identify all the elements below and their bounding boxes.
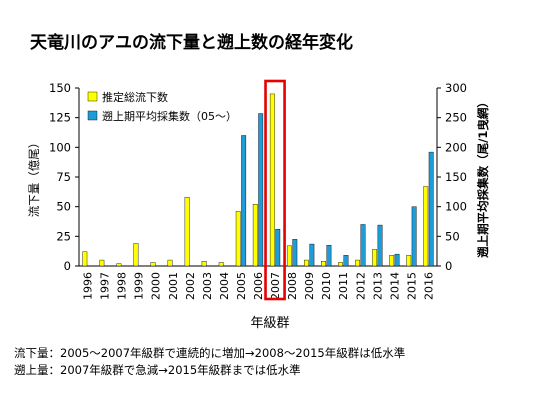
catch-bar [360, 224, 366, 267]
catch-bar [343, 255, 349, 267]
right-tick-label: 50 [445, 229, 460, 243]
flow-bar [133, 243, 139, 267]
left-axis-title: 流下量（億尾） [27, 137, 41, 218]
flow-bar [321, 261, 326, 267]
x-tick-label: 2005 [235, 272, 248, 300]
catch-bar [309, 243, 315, 267]
x-tick-label: 2011 [337, 272, 350, 300]
flow-bar [286, 245, 292, 267]
flow-bar [355, 259, 360, 267]
left-tick-label: 25 [56, 229, 71, 243]
left-tick-label: 75 [56, 170, 71, 184]
flow-bar [82, 251, 88, 267]
flow-bar [406, 255, 412, 267]
x-tick-label: 2009 [303, 272, 316, 300]
x-tick-label: 2014 [388, 272, 401, 300]
x-tick-label: 2001 [167, 272, 180, 300]
x-tick-label: 2016 [422, 272, 435, 300]
left-tick-label: 150 [49, 81, 71, 95]
right-tick-label: 100 [445, 200, 467, 214]
catch-bar [428, 151, 434, 267]
x-tick-label: 2013 [371, 272, 384, 300]
right-axis-title: 遡上期平均採集数（尾/1曳網） [476, 96, 490, 258]
x-tick-label: 2007 [269, 272, 282, 300]
legend-swatch-catch [87, 110, 98, 121]
highlight-box [264, 79, 286, 301]
legend-swatch-flow [87, 91, 98, 102]
slide-title: 天竜川のアユの流下量と遡上数の経年変化 [30, 33, 353, 53]
x-tick-label: 2008 [286, 272, 299, 300]
flow-bar [235, 211, 241, 267]
left-tick-label: 0 [64, 259, 71, 273]
catch-bar [275, 229, 281, 267]
left-tick-label: 50 [56, 200, 71, 214]
flow-bar [372, 249, 378, 267]
x-tick-label: 2006 [252, 272, 265, 300]
catch-bar [258, 113, 264, 267]
catch-bar [377, 224, 383, 267]
x-tick-label: 1996 [82, 272, 95, 300]
catch-bar [394, 253, 400, 267]
flow-bar [201, 261, 207, 267]
x-tick-label: 2002 [184, 272, 197, 300]
flow-bar [150, 262, 156, 267]
right-tick-label: 250 [445, 111, 467, 125]
x-tick-label: 1997 [99, 272, 112, 300]
flow-bar [99, 259, 105, 267]
legend-label-catch: 遡上期平均採集数（05〜） [102, 109, 237, 123]
flow-bar [389, 255, 395, 267]
catch-bar [241, 135, 247, 267]
left-tick-label: 125 [49, 111, 71, 125]
flow-bar [252, 204, 258, 267]
flow-bar [269, 93, 275, 267]
x-tick-label: 2000 [150, 272, 163, 300]
flow-bar [304, 259, 309, 267]
x-tick-label: 2004 [218, 272, 231, 300]
note-catch: 遡上量：2007年級群で急減→2015年級群までは低水準 [14, 363, 301, 377]
flow-bar [218, 262, 224, 267]
x-axis-title: 年級群 [250, 316, 289, 331]
right-tick-label: 300 [445, 81, 467, 95]
flow-bar [338, 262, 343, 267]
x-tick-label: 2015 [405, 272, 418, 300]
note-flow: 流下量：2005〜2007年級群で連続的に増加→2008〜2015年級群は低水準 [14, 346, 406, 360]
flow-bar [423, 186, 429, 267]
right-tick-label: 0 [445, 259, 452, 273]
flow-bar [167, 259, 173, 267]
catch-bar [326, 245, 332, 267]
right-tick-label: 150 [445, 170, 467, 184]
x-tick-label: 2012 [354, 272, 367, 300]
notes: 流下量：2005〜2007年級群で連続的に増加→2008〜2015年級群は低水準… [14, 345, 405, 379]
legend-label-flow: 推定総流下数 [102, 90, 168, 104]
x-tick-label: 2003 [201, 272, 214, 300]
left-tick-label: 100 [49, 140, 71, 154]
x-tick-label: 1998 [116, 272, 129, 300]
x-tick-label: 2010 [320, 272, 333, 300]
flow-bar [184, 196, 190, 267]
catch-bar [411, 206, 417, 267]
right-tick-label: 200 [445, 140, 467, 154]
x-tick-label: 1999 [133, 272, 146, 300]
catch-bar [292, 239, 298, 267]
flow-bar [116, 263, 122, 267]
